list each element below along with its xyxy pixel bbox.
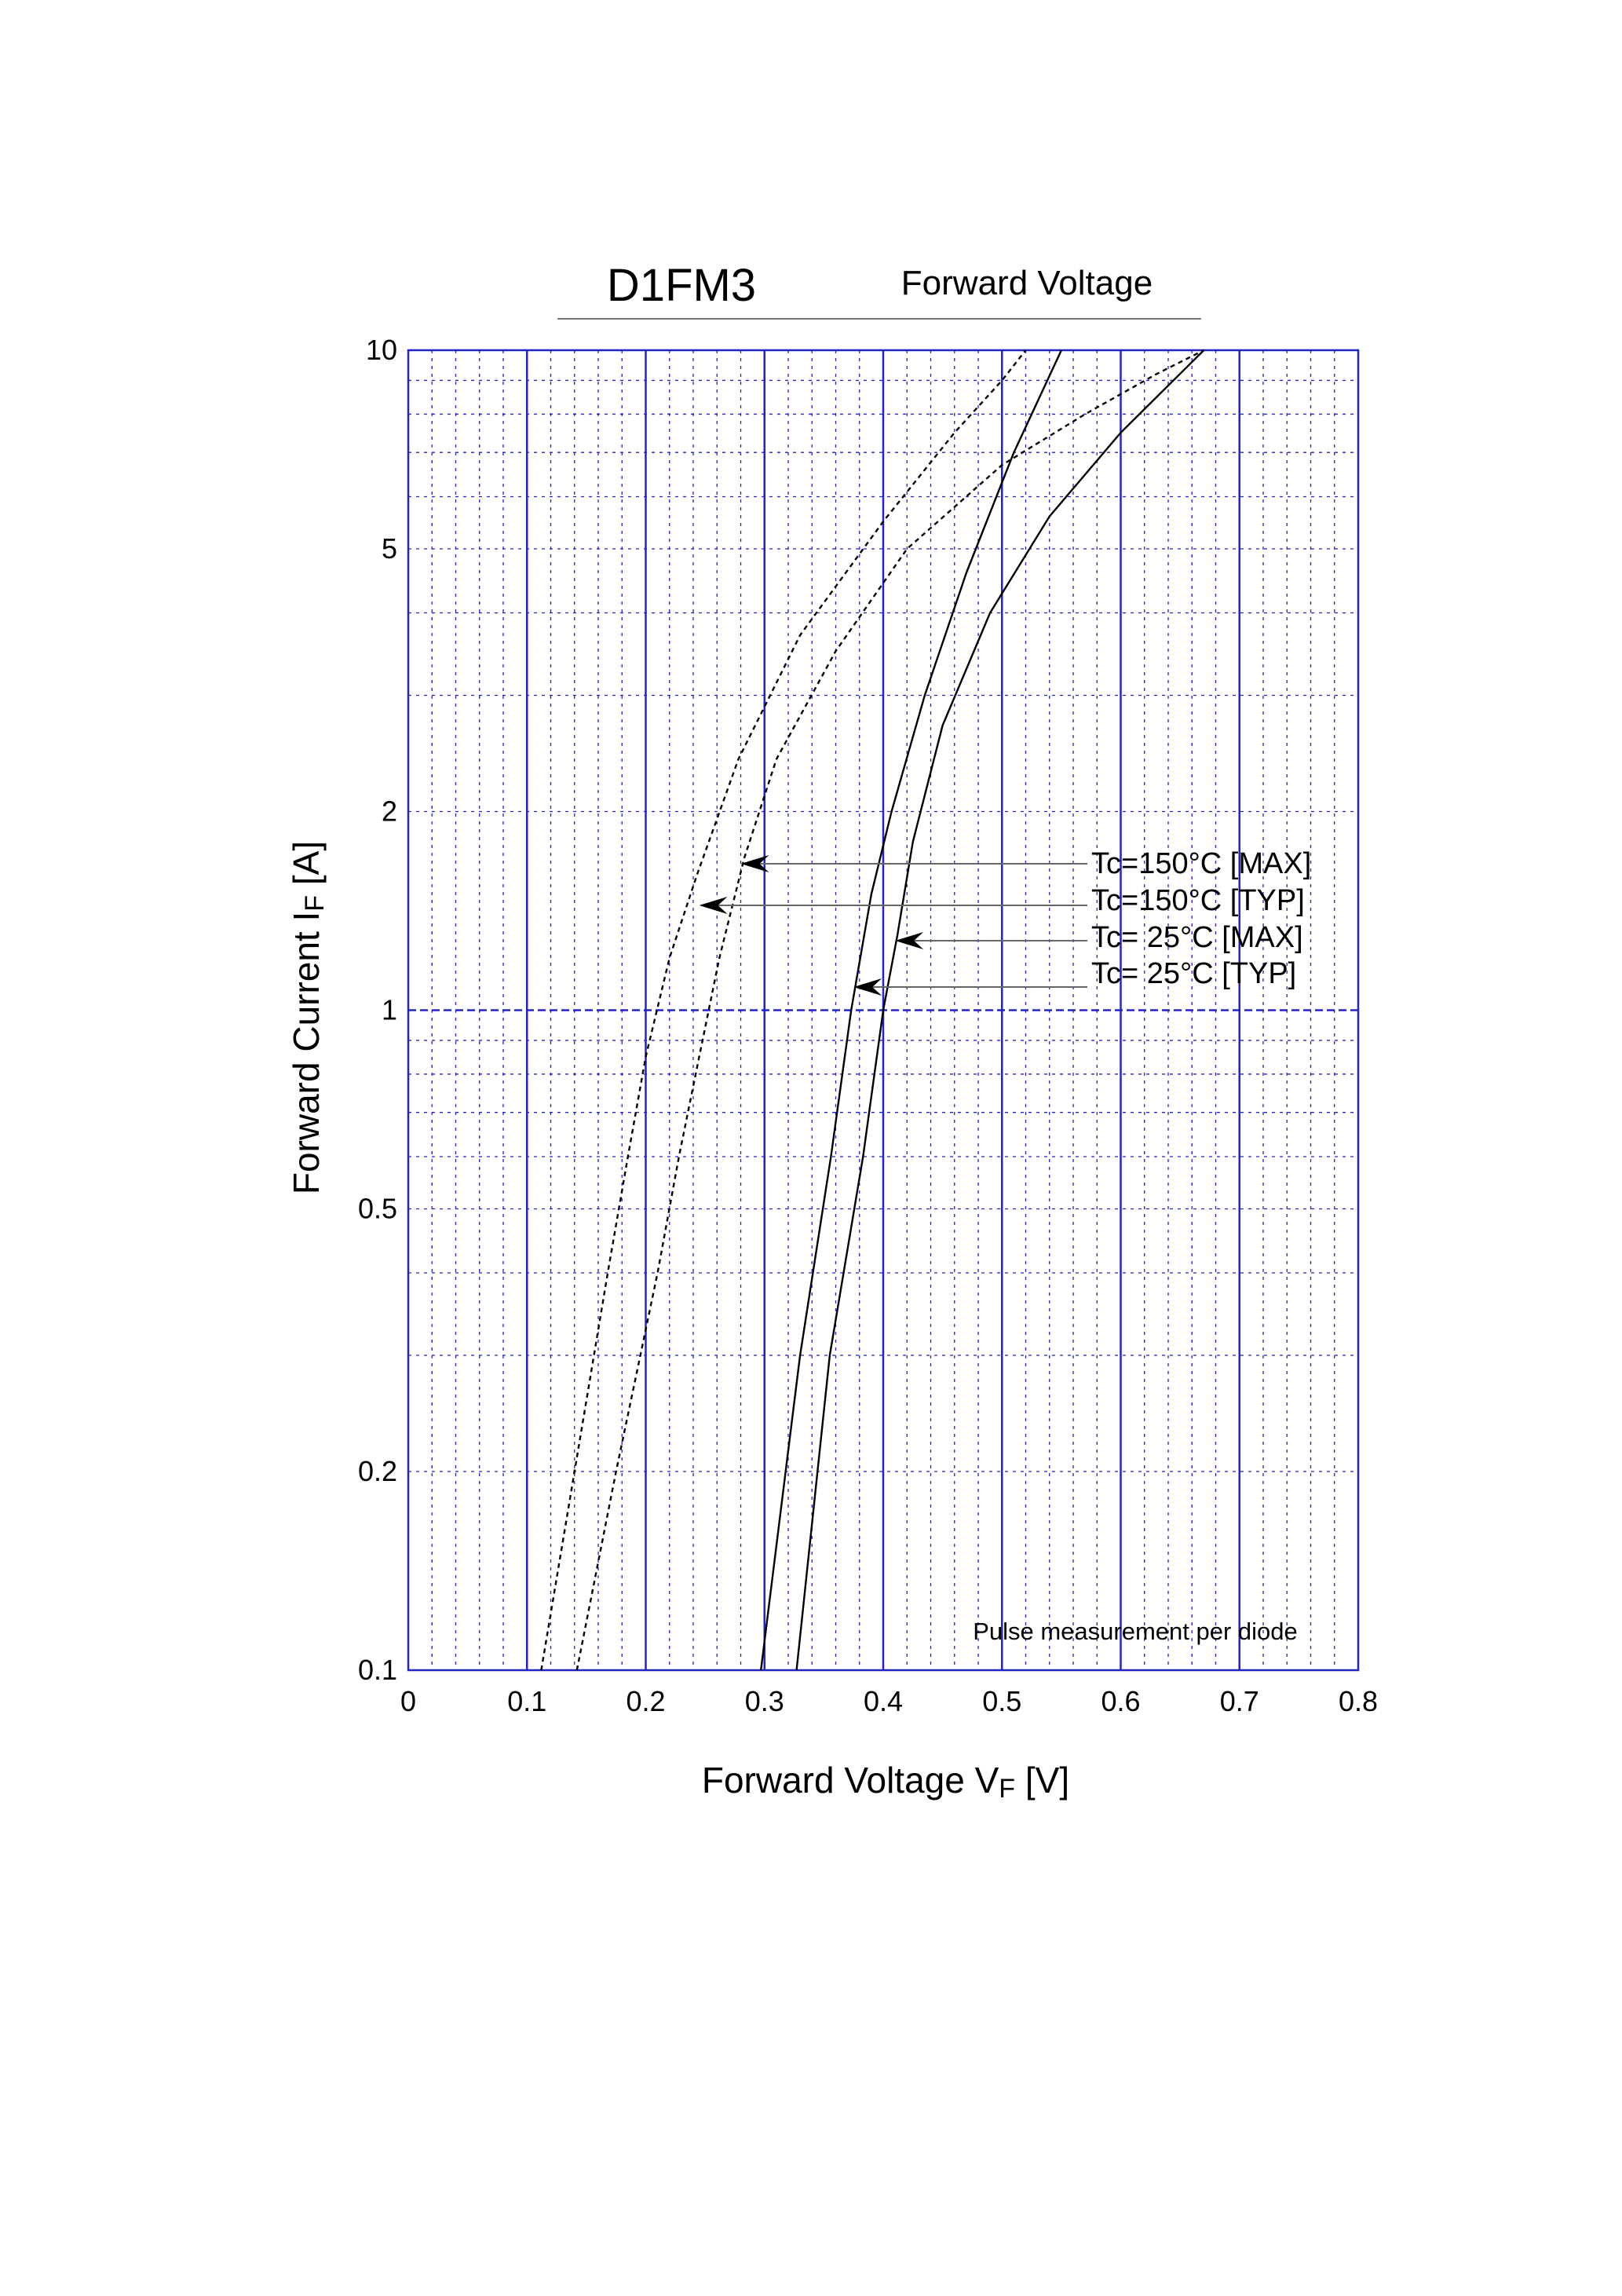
annotations: Tc=150°C [MAX] Tc=150°C [TYP] Tc= 25°C [MA… [699,847,1311,996]
grid [408,350,1358,1670]
x-tick-label: 0.3 [745,1685,784,1717]
annotation-label: Tc=150°C [TYP] [1091,884,1305,917]
x-tick-label: 0.1 [507,1685,546,1717]
chart-subtitle: Forward Voltage [901,264,1153,302]
annotation-arrowhead [895,932,924,949]
x-tick-label: 0.8 [1339,1685,1378,1717]
annotation-label: Tc= 25°C [MAX] [1091,921,1303,954]
x-tick-label: 0.7 [1220,1685,1259,1717]
y-tick-label: 10 [366,334,397,366]
pulse-note: Pulse measurement per diode [973,1618,1298,1645]
chart-title: D1FM3 [607,260,756,311]
x-tick-label: 0.2 [626,1685,665,1717]
x-axis-label: Forward Voltage VF [V] [702,1760,1069,1804]
y-tick-label: 5 [382,532,397,565]
x-tick-label: 0.6 [1101,1685,1140,1717]
annotation-arrowhead [853,978,882,996]
series-lines [540,349,1205,1671]
series-line-4 [760,349,1062,1671]
y-tick-label: 0.2 [358,1455,397,1487]
annotation-arrowhead [699,897,728,914]
x-tick-label: 0.5 [982,1685,1021,1717]
y-tick-label: 0.5 [358,1193,397,1225]
y-tick-label: 1 [382,994,397,1026]
x-tick-label: 0 [400,1685,416,1717]
series-line-3 [795,349,1205,1671]
y-tick-label: 0.1 [358,1654,397,1686]
x-tick-label: 0.4 [864,1685,903,1717]
annotation-arrowhead [740,855,769,872]
y-axis-label: Forward Current IF [A] [286,841,330,1194]
y-tick-label: 2 [382,795,397,827]
annotation-label: Tc= 25°C [TYP] [1091,957,1296,990]
plot-frame [407,349,1360,1672]
series-line-1 [575,349,1204,1671]
annotation-label: Tc=150°C [MAX] [1091,847,1311,880]
